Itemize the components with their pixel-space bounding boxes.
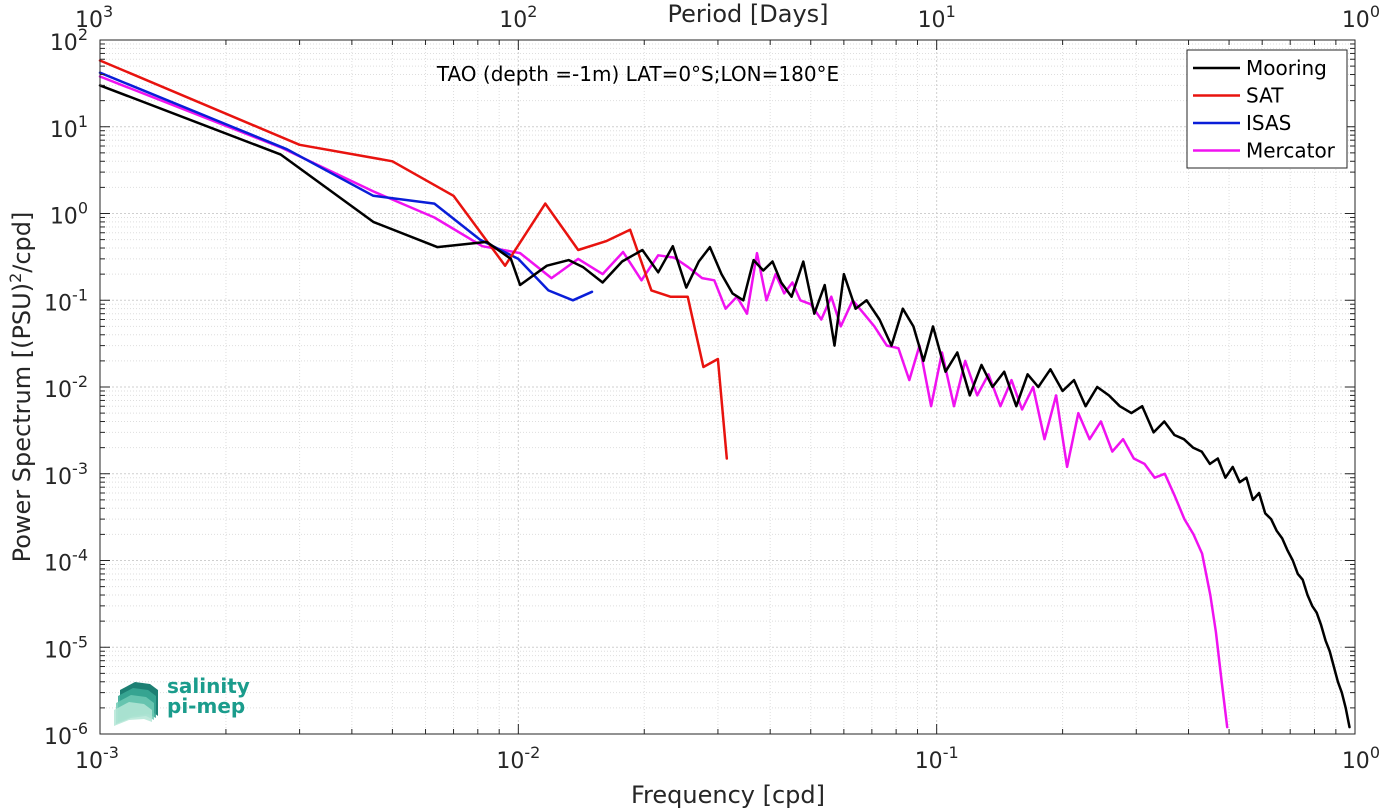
y-tick-label: 10-2 xyxy=(44,372,88,403)
top-tick-label: 102 xyxy=(499,2,537,33)
y-tick-label: 10-6 xyxy=(44,719,88,750)
series-layer xyxy=(98,59,1351,729)
chart-annotation: TAO (depth =-1m) LAT=0°S;LON=180°E xyxy=(436,62,839,86)
legend-items: Mooring SAT ISAS Mercator xyxy=(1193,56,1336,163)
y-tick-label: 10-1 xyxy=(44,285,88,316)
salinity-pi-mep-logo: salinity pi-mep xyxy=(114,674,250,726)
y-tick-label: 10-5 xyxy=(44,632,88,663)
y-tick-label: 10-3 xyxy=(44,459,88,490)
minor-grid xyxy=(100,40,1355,734)
x-tick-label: 10-3 xyxy=(75,743,119,774)
legend-label-sat: SAT xyxy=(1246,84,1284,108)
y-tick-label: 100 xyxy=(50,199,88,230)
y-tick-label: 102 xyxy=(50,25,88,56)
x-tick-label: 10-1 xyxy=(915,743,959,774)
legend-label-mooring: Mooring xyxy=(1246,56,1327,80)
logo-text-salinity: salinity xyxy=(167,674,250,698)
top-tick-label: 100 xyxy=(1342,2,1380,33)
top-tick-label: 101 xyxy=(918,2,956,33)
series-line-mercator xyxy=(98,75,1229,729)
top-axis-label: Period [Days] xyxy=(667,0,828,28)
logo-text-pi-mep: pi-mep xyxy=(167,694,245,718)
x-tick-label: 100 xyxy=(1342,743,1380,774)
y-tick-label: 101 xyxy=(50,112,88,143)
axis-ticks xyxy=(99,39,1356,735)
series-line-sat xyxy=(98,59,729,460)
x-axis-label: Frequency [cpd] xyxy=(631,781,825,809)
legend-box xyxy=(1186,49,1348,169)
y-tick-label: 10-4 xyxy=(44,546,88,577)
series-line-mooring xyxy=(98,84,1351,729)
legend: Mooring SAT ISAS Mercator xyxy=(1186,49,1348,169)
logo-icon xyxy=(114,682,158,726)
legend-label-mercator: Mercator xyxy=(1246,139,1336,163)
series-line-isas xyxy=(98,71,594,302)
y-axis-label: Power Spectrum [(PSU)2/cpd] xyxy=(6,212,36,563)
x-tick-label: 10-2 xyxy=(496,743,540,774)
top-tick-label: 103 xyxy=(75,2,113,33)
legend-label-isas: ISAS xyxy=(1246,111,1291,135)
